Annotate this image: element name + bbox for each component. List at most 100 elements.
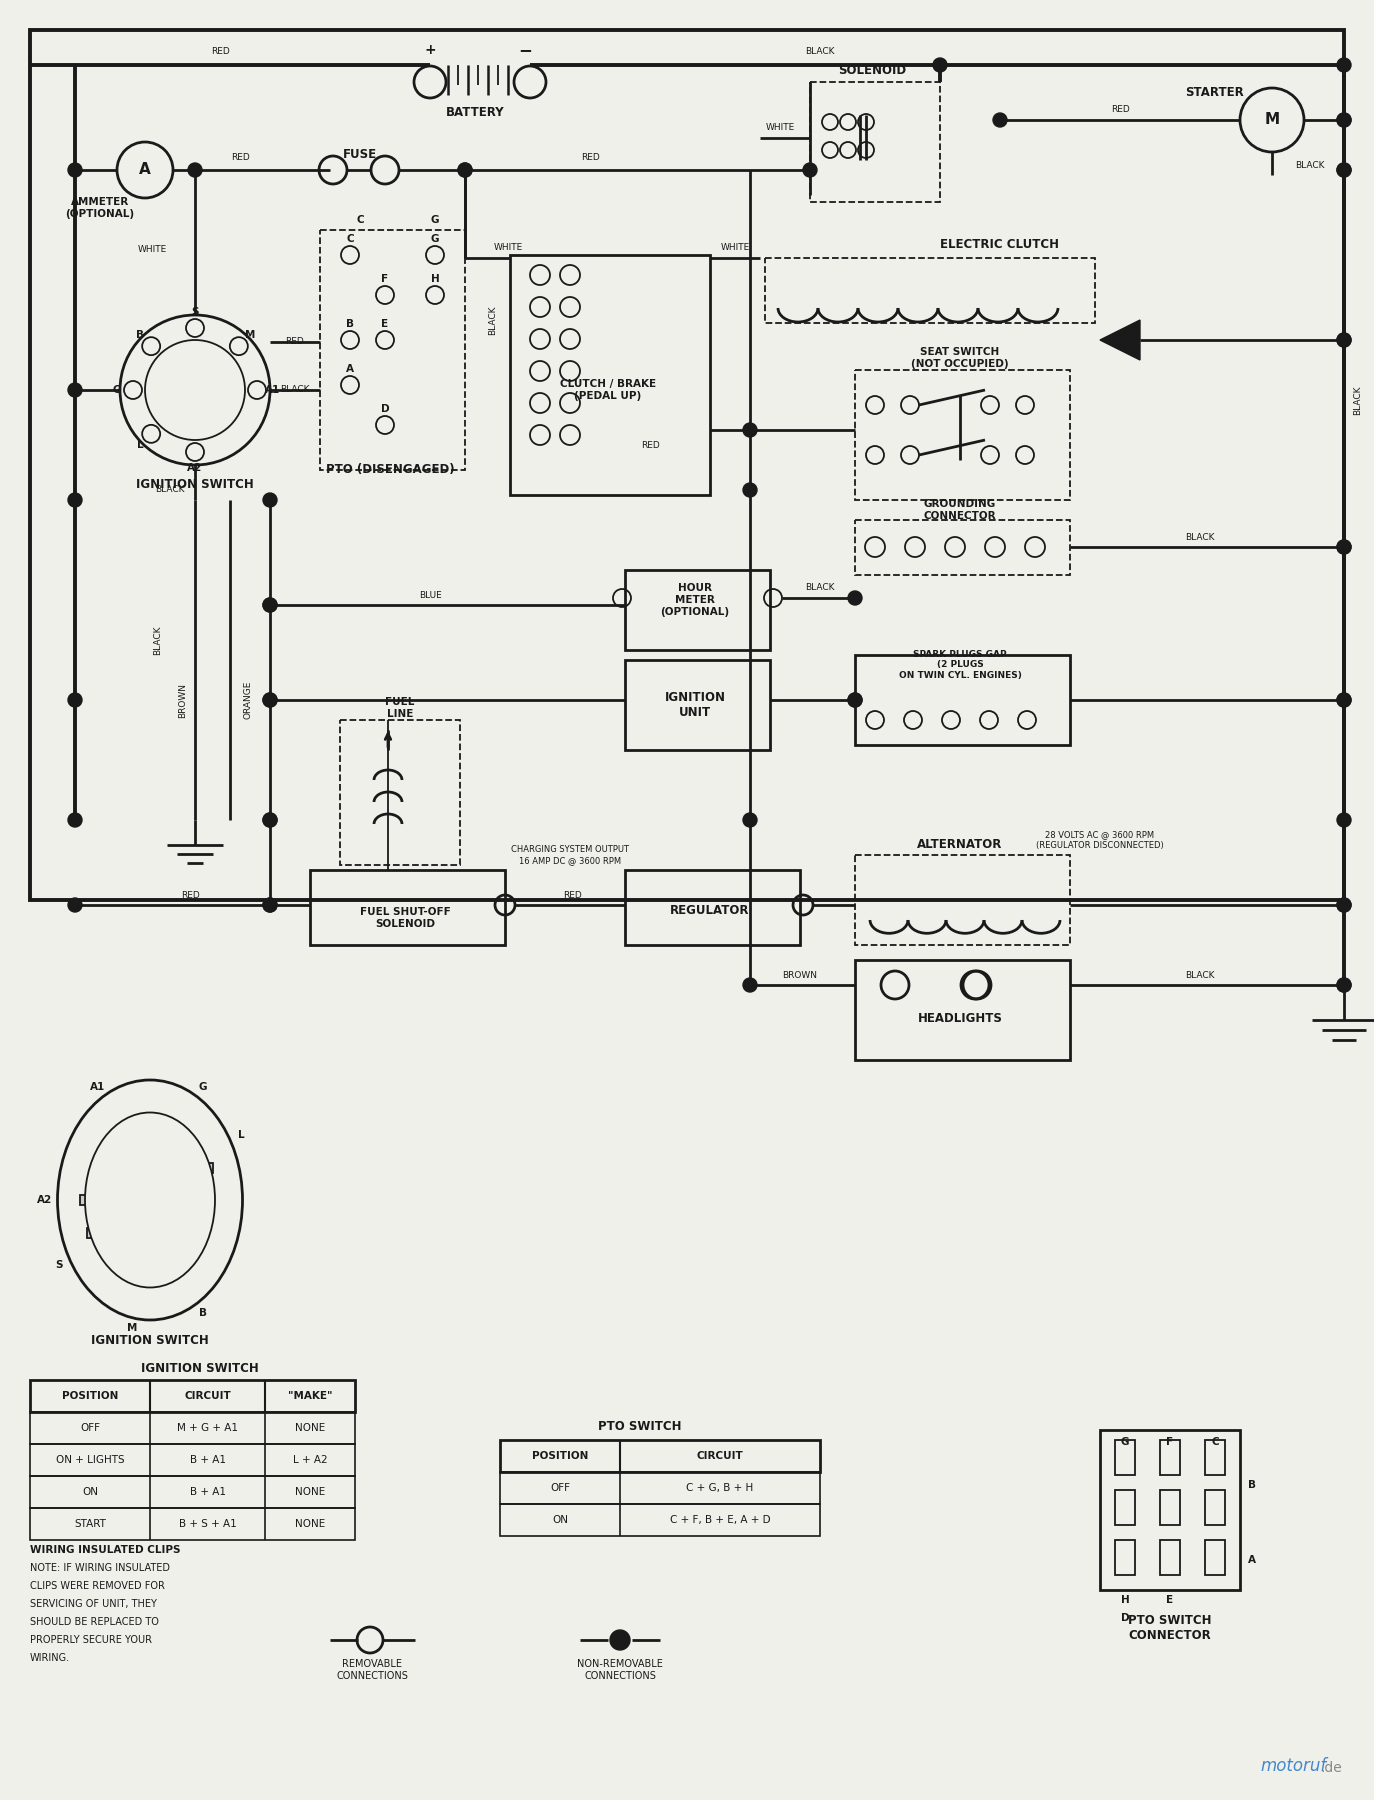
Text: F: F: [1167, 1436, 1173, 1447]
Text: AMMETER
(OPTIONAL): AMMETER (OPTIONAL): [66, 198, 135, 220]
Circle shape: [1337, 113, 1351, 128]
Text: B: B: [1248, 1480, 1256, 1490]
Text: START: START: [74, 1519, 106, 1528]
Text: IGNITION SWITCH: IGNITION SWITCH: [136, 479, 254, 491]
Text: S: S: [191, 308, 199, 317]
Text: B: B: [136, 329, 144, 340]
Text: ON + LIGHTS: ON + LIGHTS: [56, 1454, 124, 1465]
Text: OFF: OFF: [550, 1483, 570, 1492]
Circle shape: [1337, 333, 1351, 347]
Bar: [30, 1508, 354, 1541]
Text: A: A: [346, 364, 354, 374]
Text: RED: RED: [640, 441, 660, 450]
Bar: [339, 720, 460, 866]
Text: BATTERY: BATTERY: [445, 106, 504, 119]
Text: ON: ON: [552, 1516, 567, 1525]
Circle shape: [848, 693, 861, 707]
Text: BLACK: BLACK: [489, 306, 497, 335]
Text: A2: A2: [187, 463, 202, 473]
Text: F: F: [382, 274, 389, 284]
Text: A: A: [139, 162, 151, 178]
Text: RED: RED: [210, 47, 229, 56]
Text: RED: RED: [180, 891, 199, 900]
Text: FUEL
LINE: FUEL LINE: [385, 697, 415, 718]
Text: M: M: [126, 1323, 137, 1334]
Circle shape: [1337, 693, 1351, 707]
Text: HOUR
METER
(OPTIONAL): HOUR METER (OPTIONAL): [661, 583, 730, 617]
Circle shape: [146, 340, 245, 439]
Text: CIRCUIT: CIRCUIT: [697, 1451, 743, 1462]
Text: POSITION: POSITION: [532, 1451, 588, 1462]
Bar: [1205, 1541, 1226, 1575]
Bar: [625, 571, 769, 650]
Text: C: C: [356, 214, 364, 225]
Circle shape: [743, 814, 757, 826]
Text: NOTE: IF WIRING INSULATED: NOTE: IF WIRING INSULATED: [30, 1562, 170, 1573]
Text: M: M: [1264, 112, 1279, 128]
Text: WHITE: WHITE: [765, 124, 794, 133]
Text: WHITE: WHITE: [720, 243, 750, 252]
Bar: [30, 1444, 354, 1476]
Text: E: E: [1167, 1595, 1173, 1606]
Bar: [500, 1505, 820, 1535]
Text: FUSE: FUSE: [344, 149, 376, 162]
Text: RED: RED: [562, 891, 581, 900]
Circle shape: [262, 898, 278, 913]
Text: PTO SWITCH: PTO SWITCH: [598, 1420, 682, 1433]
Bar: [1160, 1490, 1180, 1525]
Bar: [30, 31, 1344, 900]
Text: L + A2: L + A2: [293, 1454, 327, 1465]
Bar: [30, 1411, 354, 1444]
Text: M + G + A1: M + G + A1: [177, 1424, 238, 1433]
Text: STARTER: STARTER: [1186, 85, 1245, 99]
Text: REMOVABLE
CONNECTIONS: REMOVABLE CONNECTIONS: [337, 1660, 408, 1681]
Text: NONE: NONE: [295, 1487, 326, 1498]
Circle shape: [262, 598, 278, 612]
Text: BLACK: BLACK: [155, 486, 184, 495]
Text: .de: .de: [1320, 1760, 1342, 1775]
Text: A2: A2: [37, 1195, 52, 1204]
Ellipse shape: [85, 1112, 214, 1287]
Circle shape: [1337, 693, 1351, 707]
Circle shape: [67, 693, 82, 707]
Text: H: H: [430, 274, 440, 284]
Text: B + A1: B + A1: [190, 1454, 225, 1465]
Circle shape: [262, 598, 278, 612]
Bar: [1101, 1429, 1239, 1589]
Circle shape: [1337, 814, 1351, 826]
Text: ELECTRIC CLUTCH: ELECTRIC CLUTCH: [940, 238, 1059, 252]
Bar: [320, 230, 464, 470]
Text: L: L: [238, 1130, 245, 1139]
Circle shape: [67, 383, 82, 398]
Circle shape: [1337, 977, 1351, 992]
Text: +: +: [425, 43, 436, 58]
Text: "MAKE": "MAKE": [287, 1391, 333, 1400]
Text: C: C: [1212, 1436, 1219, 1447]
Text: PTO SWITCH
CONNECTOR: PTO SWITCH CONNECTOR: [1128, 1615, 1212, 1642]
Bar: [811, 83, 940, 202]
Bar: [625, 661, 769, 751]
Bar: [311, 869, 506, 945]
Bar: [1114, 1490, 1135, 1525]
Text: WIRING INSULATED CLIPS: WIRING INSULATED CLIPS: [30, 1544, 180, 1555]
Text: PROPERLY SECURE YOUR: PROPERLY SECURE YOUR: [30, 1634, 153, 1645]
Text: C + G, B + H: C + G, B + H: [687, 1483, 753, 1492]
Circle shape: [1337, 58, 1351, 72]
Text: HEADLIGHTS: HEADLIGHTS: [918, 1012, 1003, 1024]
Bar: [500, 1440, 820, 1472]
Bar: [87, 1228, 122, 1238]
Text: IGNITION SWITCH: IGNITION SWITCH: [142, 1361, 258, 1375]
Text: −: −: [518, 41, 532, 59]
Text: FUEL SHUT-OFF
SOLENOID: FUEL SHUT-OFF SOLENOID: [360, 907, 451, 929]
Bar: [855, 655, 1070, 745]
Text: OFF: OFF: [80, 1424, 100, 1433]
Circle shape: [458, 164, 473, 176]
Circle shape: [848, 693, 861, 707]
Text: BLACK: BLACK: [1353, 385, 1363, 414]
Text: SEAT SWITCH
(NOT OCCUPIED): SEAT SWITCH (NOT OCCUPIED): [911, 347, 1009, 369]
Text: RED: RED: [231, 153, 249, 162]
Text: E: E: [382, 319, 389, 329]
Text: NONE: NONE: [295, 1424, 326, 1433]
Circle shape: [933, 58, 947, 72]
Bar: [1160, 1541, 1180, 1575]
